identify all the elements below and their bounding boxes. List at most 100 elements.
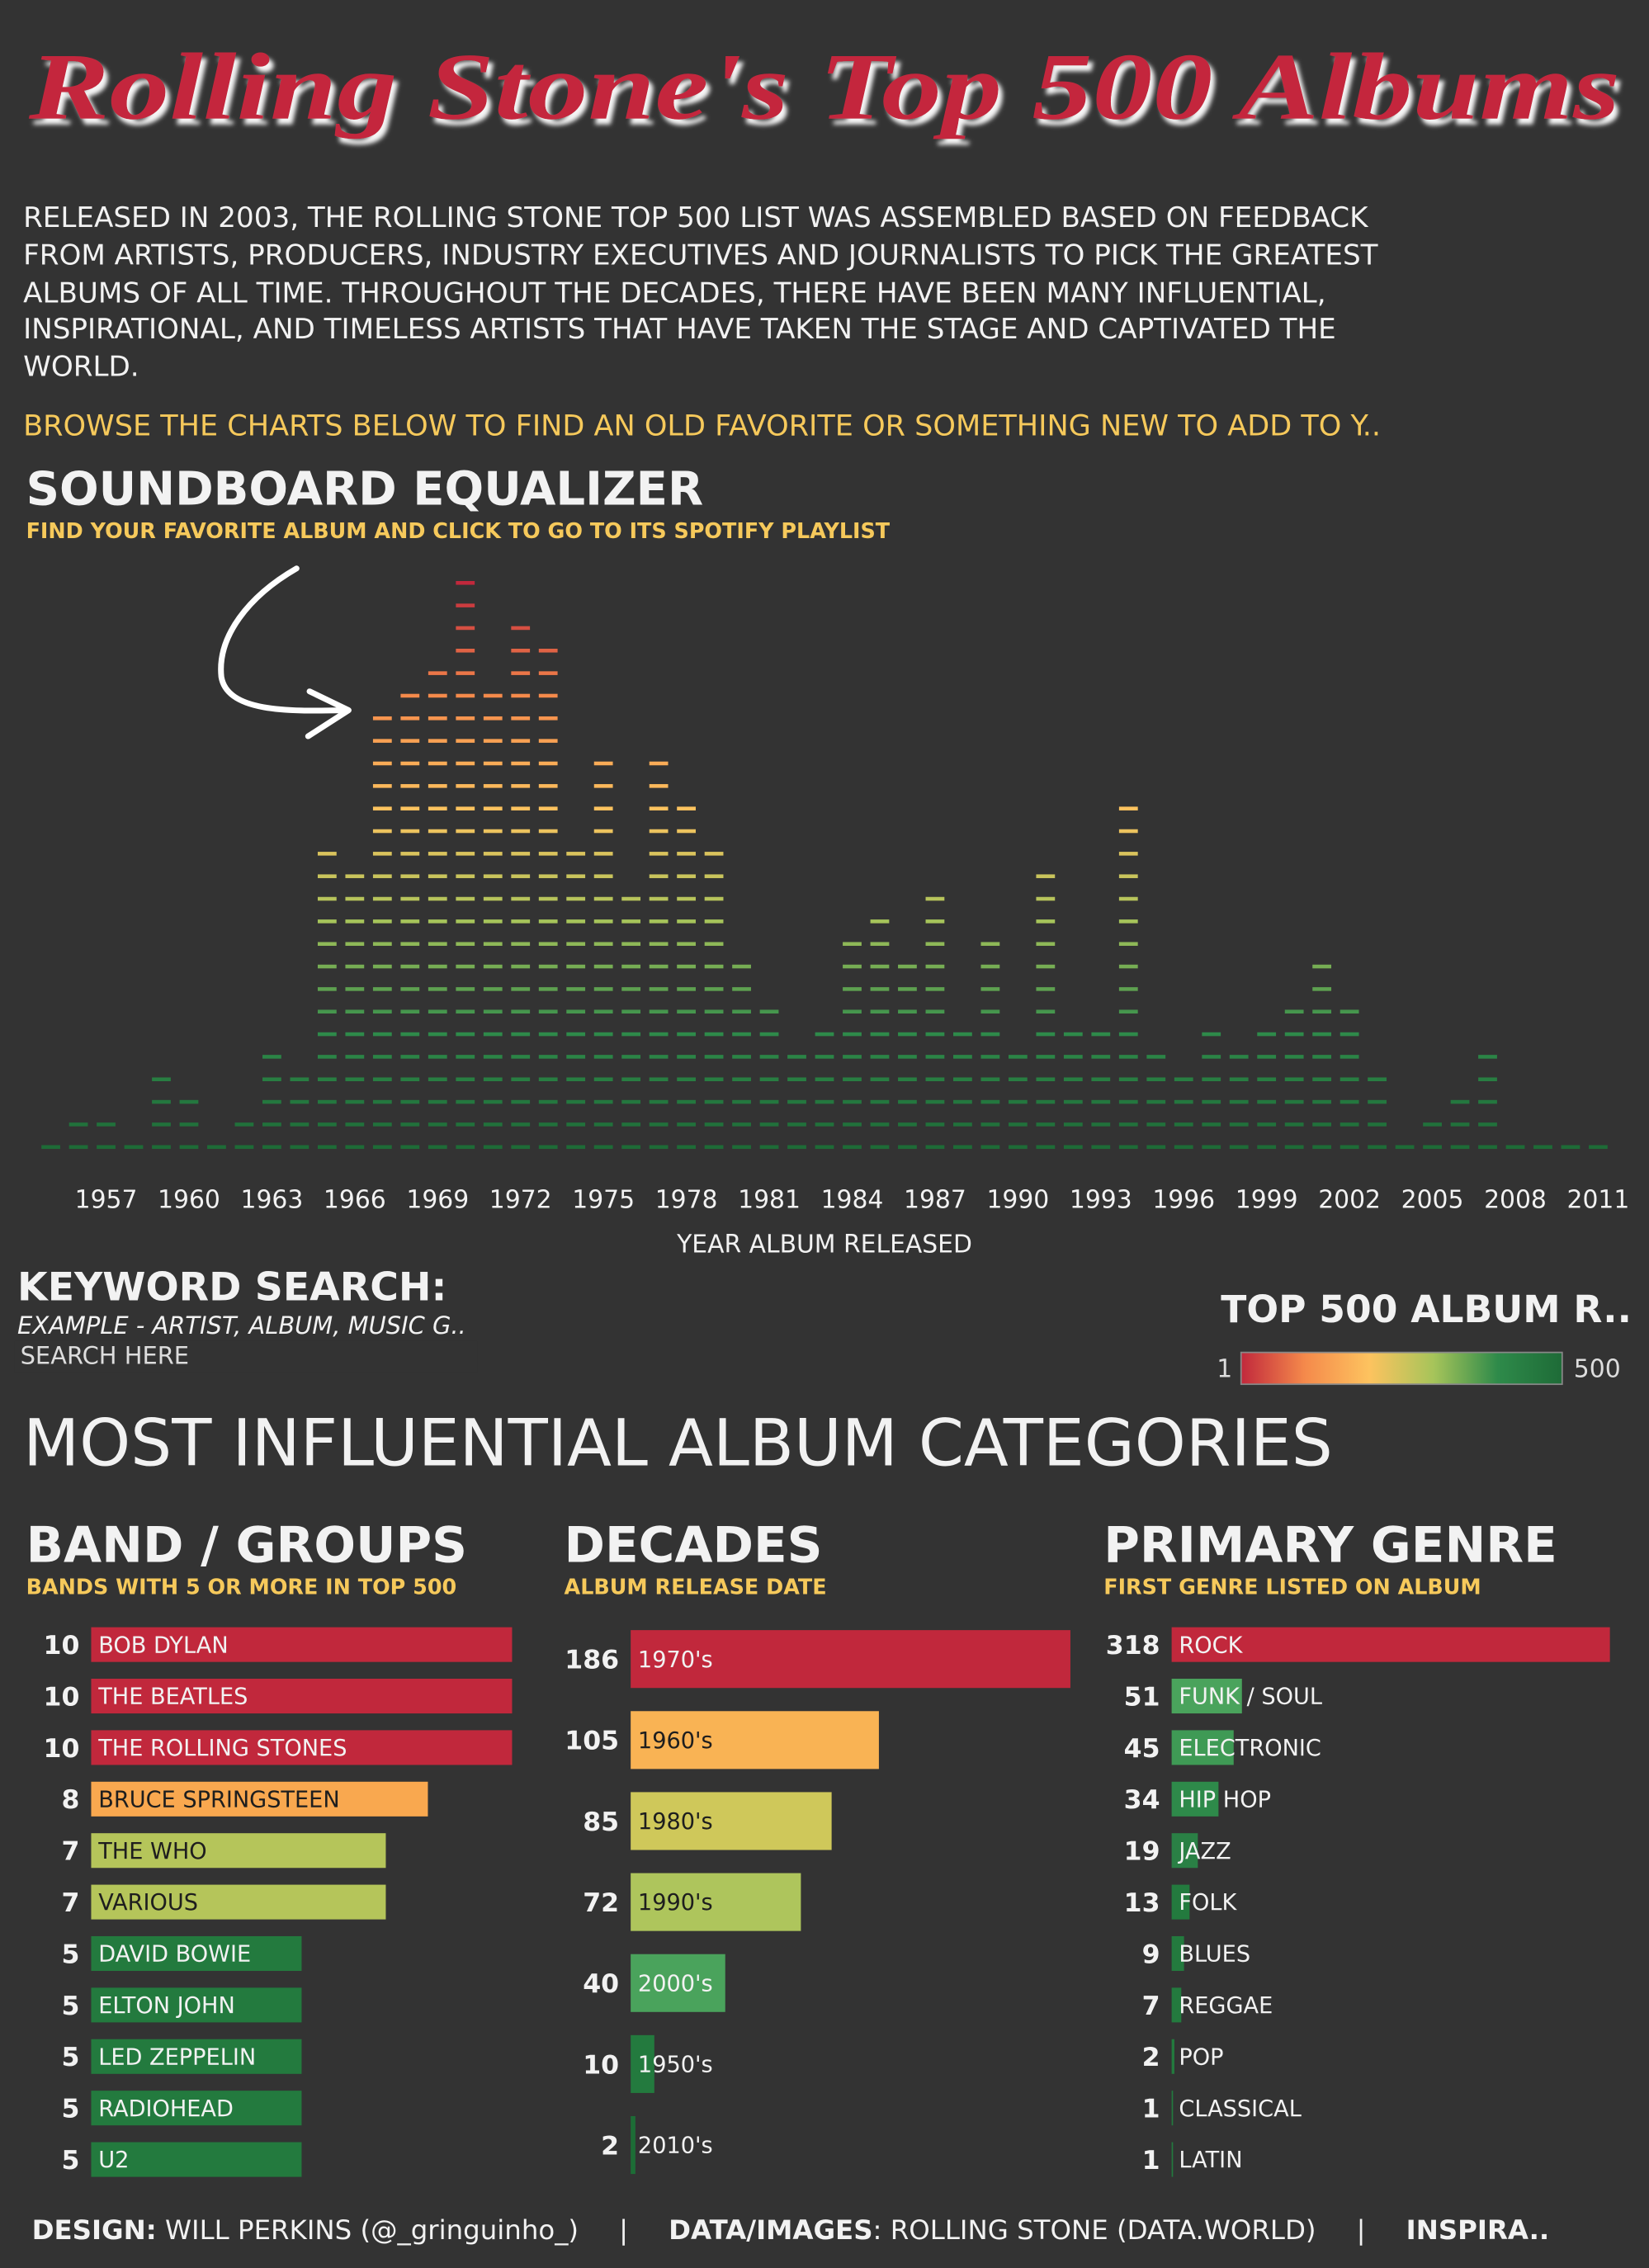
equalizer-dash [483,1145,503,1150]
equalizer-dash [317,942,337,946]
bar [1171,2039,1174,2074]
equalizer-column [704,852,724,1150]
equalizer-dash [898,1122,917,1127]
equalizer-dash [677,1122,696,1127]
equalizer-dash [456,1099,475,1104]
equalizer-dash [538,649,558,653]
equalizer-dash [1146,1145,1166,1150]
equalizer-column [69,1122,88,1150]
search-placeholder[interactable]: SEARCH HERE [21,1342,189,1370]
equalizer-dash [759,1032,779,1037]
equalizer-dash [538,716,558,721]
equalizer-dash [1146,1055,1166,1059]
equalizer-dash [511,739,531,743]
bar [1171,1884,1190,1920]
equalizer-dash [538,919,558,924]
bar [1171,1730,1234,1765]
equalizer-dash [621,1099,641,1104]
equalizer-dash [1312,1099,1332,1104]
equalizer-dash [1118,1099,1138,1104]
equalizer-dash [1202,1055,1221,1059]
equalizer-dash [1312,1122,1332,1127]
category-label: THE WHO [97,1839,206,1864]
equalizer-dash [1202,1032,1221,1037]
equalizer-column [1118,806,1138,1150]
equalizer-dash [649,964,669,969]
equalizer-dash [538,1145,558,1150]
equalizer-dash [1505,1145,1525,1150]
equalizer-column [1091,1032,1111,1150]
equalizer-dash [621,1145,641,1150]
equalizer-dash [456,761,475,766]
equalizer-dash [400,987,420,991]
category-label: 2010's [638,2133,713,2159]
equalizer-dash [372,919,392,924]
equalizer-dash [483,829,503,834]
equalizer-dash [511,942,531,946]
equalizer-column [1312,964,1332,1150]
equalizer-dash [456,626,475,631]
equalizer-dash [345,919,365,924]
equalizer-dash [538,896,558,901]
equalizer-dash [898,1032,917,1037]
equalizer-column [152,1077,171,1150]
equalizer-dash [538,1055,558,1059]
equalizer-dash [677,852,696,856]
equalizer-dash [345,942,365,946]
equalizer-dash [372,1122,392,1127]
value-label: 72 [583,1888,619,1918]
equalizer-dash [621,896,641,901]
equalizer-dash [1091,1099,1111,1104]
equalizer-column [843,942,862,1150]
equalizer-dash [566,964,586,969]
equalizer-dash [1589,1145,1608,1150]
equalizer-column [732,964,751,1150]
equalizer-dash [1008,1099,1028,1104]
equalizer-dash [953,1099,972,1104]
equalizer-dash [980,1122,1000,1127]
category-label: 1950's [638,2053,713,2078]
equalizer-dash [953,1077,972,1082]
equalizer-dash [1202,1145,1221,1150]
value-label: 7 [61,1888,79,1918]
equalizer-dash [925,1122,945,1127]
search-box[interactable]: SEARCH HERE [14,1340,478,1373]
intro-line: WORLD. [23,351,139,384]
equalizer-dash [732,1032,751,1037]
equalizer-dash [1146,1077,1166,1082]
equalizer-dash [704,1145,724,1150]
equalizer-dash [593,942,613,946]
equalizer-column [677,806,696,1150]
equalizer-dash [538,1122,558,1127]
equalizer-dash [345,1055,365,1059]
equalizer-dash [566,1032,586,1037]
equalizer-column [538,649,558,1150]
equalizer-dash [898,987,917,991]
equalizer-dash [428,896,447,901]
equalizer-dash [843,1009,862,1014]
equalizer-dash [870,942,890,946]
equalizer-dash [1368,1099,1387,1104]
equalizer-dash [483,693,503,698]
equalizer-dash [787,1055,806,1059]
equalizer-dash [704,1055,724,1059]
equalizer-dash [759,1099,779,1104]
equalizer-dash [1312,1009,1332,1014]
equalizer-dash [1312,1077,1332,1082]
category-label: 1970's [638,1647,713,1673]
equalizer-dash [456,603,475,607]
equalizer-dash [400,829,420,834]
search-input[interactable] [14,1340,478,1373]
equalizer-dash [843,1077,862,1082]
equalizer-dash [704,1099,724,1104]
equalizer-dash [1368,1077,1387,1082]
equalizer-dash [593,852,613,856]
equalizer-dash [649,1032,669,1037]
equalizer-column [1036,874,1056,1150]
equalizer-dash [1036,964,1056,969]
equalizer-dash [538,942,558,946]
equalizer-dash [372,806,392,810]
equalizer-dash [372,896,392,901]
equalizer-dash [483,716,503,721]
